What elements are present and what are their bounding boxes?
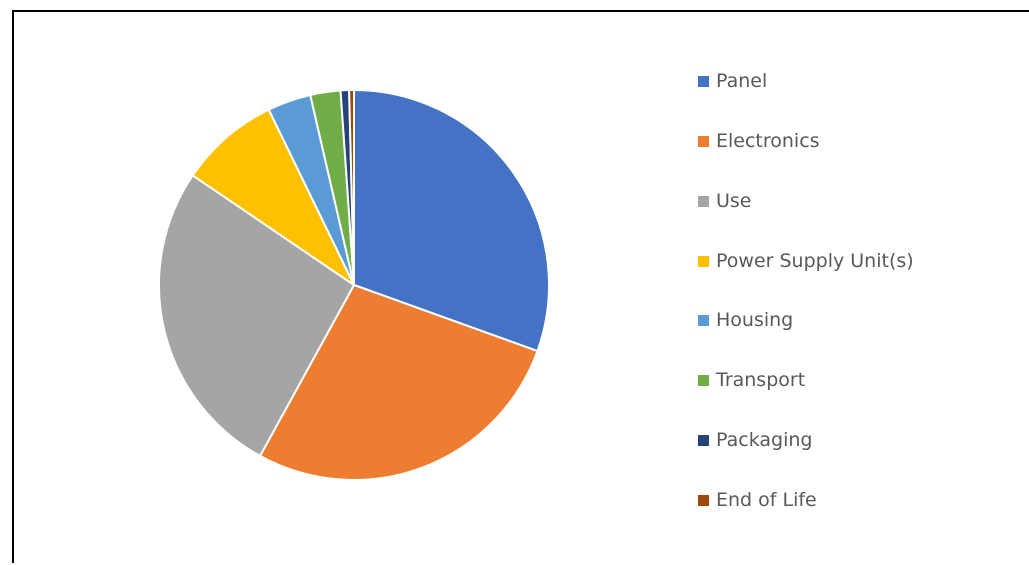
legend-swatch-power-supply-units	[698, 255, 709, 267]
legend-swatch-housing	[698, 314, 709, 326]
legend-swatch-end-of-life	[698, 494, 709, 506]
pie-slice-panel	[353, 89, 550, 353]
pie-slice-use	[157, 174, 355, 457]
pie-slice-electronics	[259, 284, 539, 481]
pie-slice-end-of-life	[348, 88, 355, 286]
legend-item-electronics: Electronics	[698, 127, 820, 155]
pie-slices	[157, 88, 550, 481]
legend-label-packaging: Packaging	[716, 429, 813, 451]
legend-label-power-supply-units: Power Supply Unit(s)	[716, 250, 914, 272]
legend-item-end-of-life: End of Life	[698, 486, 817, 514]
chart-frame: Panel Electronics Use Power Supply Unit(…	[12, 10, 1029, 563]
pie-slice-power-supply-unit-s	[191, 108, 355, 286]
legend-swatch-electronics	[698, 135, 709, 147]
legend-item-housing: Housing	[698, 306, 793, 334]
legend-item-transport: Transport	[698, 366, 805, 394]
legend-label-electronics: Electronics	[716, 130, 820, 152]
pie-chart	[157, 88, 550, 481]
legend-item-packaging: Packaging	[698, 426, 812, 454]
legend-swatch-transport	[698, 374, 709, 386]
legend-label-housing: Housing	[716, 309, 794, 331]
legend-swatch-packaging	[698, 434, 709, 446]
legend-swatch-use	[698, 195, 709, 207]
legend-label-end-of-life: End of Life	[716, 489, 817, 511]
legend-label-transport: Transport	[716, 369, 806, 391]
legend-label-use: Use	[716, 190, 752, 212]
legend-swatch-panel	[698, 75, 709, 87]
legend-item-use: Use	[698, 187, 752, 215]
legend-item-power-supply-units: Power Supply Unit(s)	[698, 247, 914, 275]
legend-item-panel: Panel	[698, 67, 767, 95]
legend-label-panel: Panel	[716, 70, 768, 92]
